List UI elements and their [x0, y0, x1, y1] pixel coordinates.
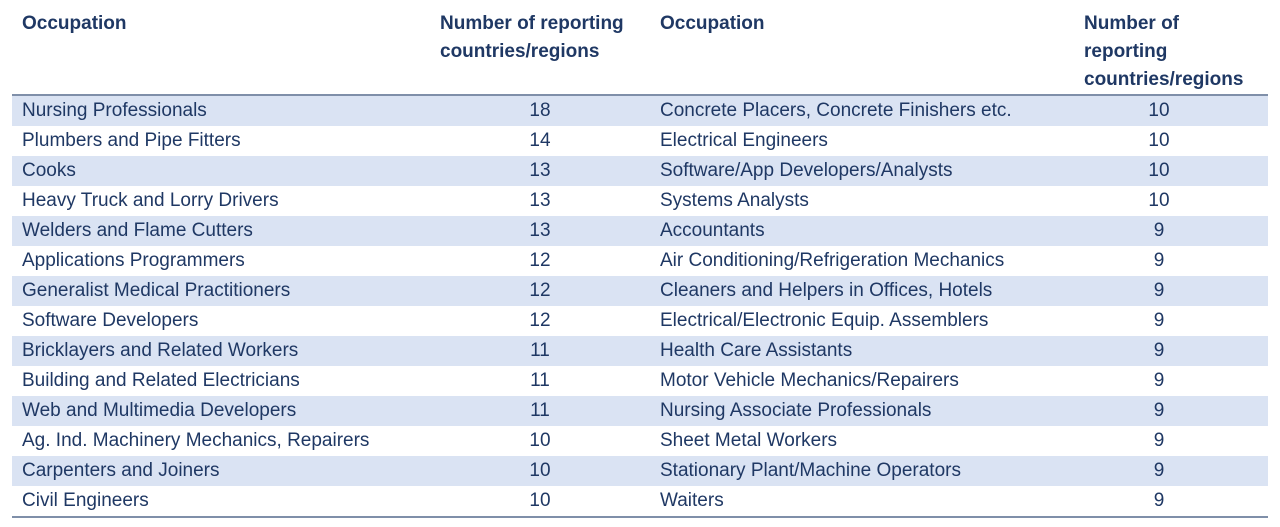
right-occupation-cell: Stationary Plant/Machine Operators [650, 456, 1074, 486]
table-row: Ag. Ind. Machinery Mechanics, Repairers 1… [12, 426, 1268, 456]
table-row: Applications Programmers 12 Air Conditioni… [12, 246, 1268, 276]
left-occupation-cell: Ag. Ind. Machinery Mechanics, Repairers [22, 430, 370, 451]
right-count-cell: 9 [1074, 396, 1268, 426]
right-count-cell: 9 [1074, 486, 1268, 518]
left-occupation-cell: Software Developers [22, 310, 199, 331]
table-body: Nursing Professionals 18 Concrete Placers,… [12, 95, 1268, 518]
right-count-cell: 9 [1074, 216, 1268, 246]
left-occupation-cell: Applications Programmers [22, 250, 245, 271]
left-occupation-cell: Bricklayers and Related Workers [12, 336, 430, 366]
left-occupation-cell: Generalist Medical Practitioners [12, 276, 430, 306]
left-occupation-cell: Building and Related Electricians [22, 370, 300, 391]
header-occupation-right: Occupation [650, 6, 1074, 96]
left-count-cell: 12 [529, 310, 551, 331]
right-count-cell: 10 [1148, 190, 1170, 211]
right-count-cell: 9 [1153, 370, 1165, 391]
left-occupation-cell: Carpenters and Joiners [12, 456, 430, 486]
left-count-cell: 11 [430, 336, 650, 366]
header-row: Occupation Number of reporting countries… [12, 6, 1268, 96]
right-occupation-cell: Cleaners and Helpers in Offices, Hotels [650, 276, 1074, 306]
right-occupation-cell: Air Conditioning/Refrigeration Mechanics [660, 250, 1005, 271]
right-count-cell: 10 [1074, 95, 1268, 126]
right-occupation-cell: Software/App Developers/Analysts [650, 156, 1074, 186]
right-count-cell: 9 [1074, 336, 1268, 366]
right-occupation-cell: Health Care Assistants [650, 336, 1074, 366]
right-occupation-cell: Electrical/Electronic Equip. Assemblers [660, 310, 989, 331]
table-header: Occupation Number of reporting countries… [12, 6, 1268, 96]
right-occupation-cell: Systems Analysts [660, 190, 809, 211]
left-occupation-cell: Welders and Flame Cutters [12, 216, 430, 246]
right-count-cell: 10 [1148, 130, 1170, 151]
left-count-cell: 14 [529, 130, 551, 151]
occupation-table: Occupation Number of reporting countries… [12, 6, 1268, 518]
left-count-cell: 13 [430, 156, 650, 186]
right-count-cell: 9 [1153, 250, 1165, 271]
left-count-cell: 10 [430, 486, 650, 518]
right-occupation-cell: Accountants [650, 216, 1074, 246]
right-count-cell: 10 [1074, 156, 1268, 186]
left-count-cell: 10 [529, 430, 551, 451]
left-count-cell: 18 [430, 95, 650, 126]
left-occupation-cell: Nursing Professionals [12, 95, 430, 126]
left-count-cell: 11 [530, 370, 550, 391]
right-occupation-cell: Waiters [650, 486, 1074, 518]
left-occupation-cell: Plumbers and Pipe Fitters [22, 130, 241, 151]
left-occupation-cell: Heavy Truck and Lorry Drivers [22, 190, 279, 211]
table-row: Building and Related Electricians 11 Motor… [12, 366, 1268, 396]
left-count-cell: 13 [430, 216, 650, 246]
table-row: Web and Multimedia Developers 11 Nursing A… [12, 396, 1268, 426]
header-occupation-left: Occupation [12, 6, 430, 96]
left-count-cell: 13 [529, 190, 551, 211]
table-row: Nursing Professionals 18 Concrete Placers,… [12, 95, 1268, 126]
right-count-cell: 9 [1153, 430, 1165, 451]
left-count-cell: 11 [430, 396, 650, 426]
table-row: Cooks 13 Software/App Developers/Analysts 1… [12, 156, 1268, 186]
table-row: Plumbers and Pipe Fitters 14 Electrical En… [12, 126, 1268, 156]
right-occupation-cell: Electrical Engineers [660, 130, 828, 151]
right-count-cell: 9 [1074, 276, 1268, 306]
left-occupation-cell: Cooks [12, 156, 430, 186]
right-occupation-cell: Motor Vehicle Mechanics/Repairers [660, 370, 959, 391]
header-count-right: Number of reporting countries/regions [1074, 6, 1268, 96]
left-count-cell: 10 [430, 456, 650, 486]
table-row: Civil Engineers 10 Waiters 9 [12, 486, 1268, 518]
header-count-left: Number of reporting countries/regions [430, 6, 650, 96]
left-occupation-cell: Web and Multimedia Developers [12, 396, 430, 426]
right-occupation-cell: Sheet Metal Workers [660, 430, 838, 451]
table-row: Generalist Medical Practitioners 12 Cleane… [12, 276, 1268, 306]
table-row: Carpenters and Joiners 10 Stationary Plant… [12, 456, 1268, 486]
table-row: Software Developers 12 Electrical/Electron… [12, 306, 1268, 336]
table-row: Bricklayers and Related Workers 11 Health … [12, 336, 1268, 366]
right-count-cell: 9 [1153, 310, 1165, 331]
table-row: Welders and Flame Cutters 13 Accountants 9 [12, 216, 1268, 246]
right-occupation-cell: Nursing Associate Professionals [650, 396, 1074, 426]
left-occupation-cell: Civil Engineers [12, 486, 430, 518]
left-count-cell: 12 [529, 250, 551, 271]
right-occupation-cell: Concrete Placers, Concrete Finishers etc… [650, 95, 1074, 126]
right-count-cell: 9 [1074, 456, 1268, 486]
table-row: Heavy Truck and Lorry Drivers 13 Systems A… [12, 186, 1268, 216]
left-count-cell: 12 [430, 276, 650, 306]
